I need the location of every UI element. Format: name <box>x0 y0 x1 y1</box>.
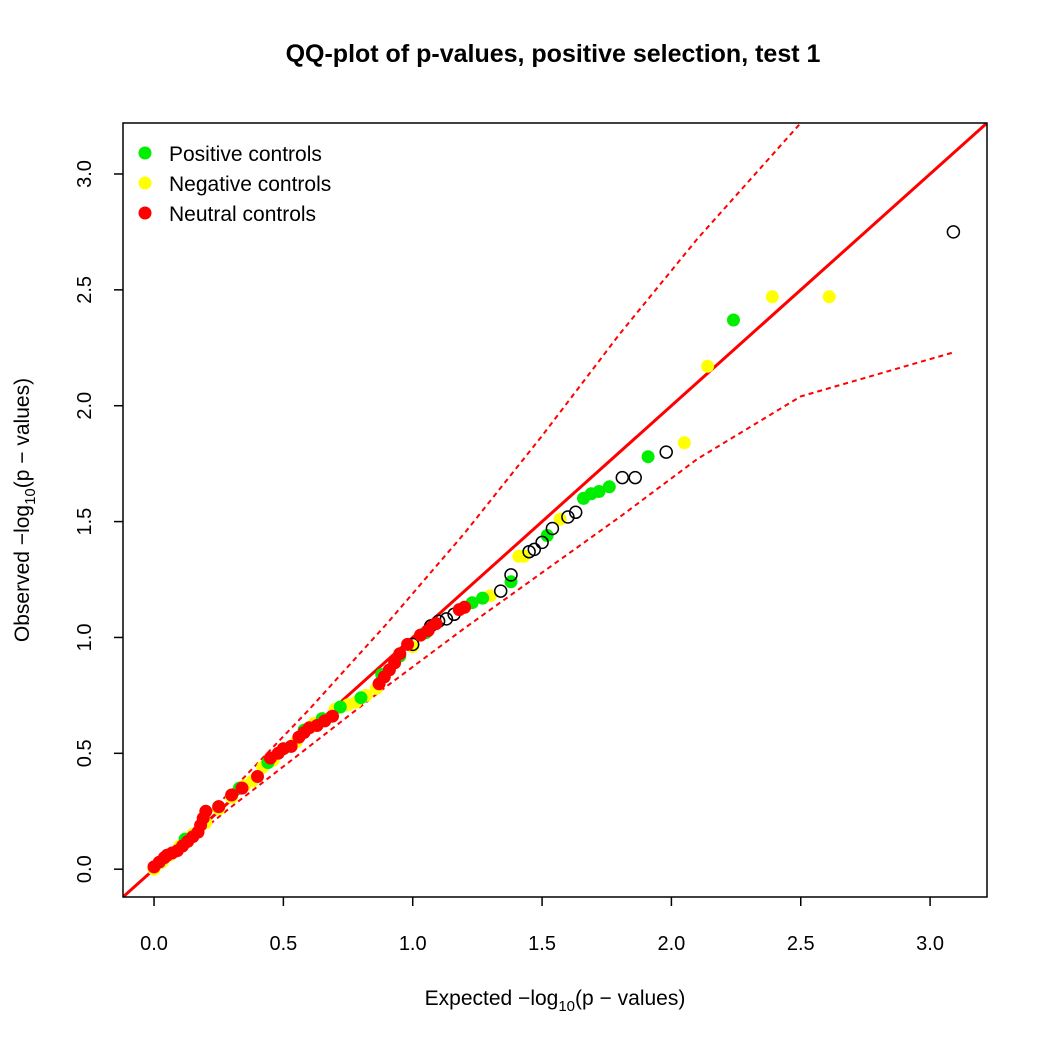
data-point-positive-controls <box>641 450 655 464</box>
data-point-neutral-controls <box>458 600 471 614</box>
data-point-neutral-controls <box>225 788 239 802</box>
y-tick-label: 2.0 <box>74 392 96 420</box>
data-point-neutral-controls <box>235 781 249 795</box>
data-point-other <box>659 445 673 459</box>
x-axis-label-subscript: 10 <box>558 998 575 1015</box>
x-axis: 0.0 0.5 1.0 1.5 2.0 2.5 3.0 <box>140 897 944 955</box>
legend-label-negative: Negative controls <box>169 173 331 196</box>
x-tick-label: 1.0 <box>399 933 427 955</box>
y-axis: 0.0 0.5 1.0 1.5 2.0 2.5 3.0 <box>74 160 123 883</box>
y-tick-label: 2.5 <box>74 276 96 304</box>
data-points <box>147 225 961 876</box>
data-point-neutral-controls <box>251 770 264 783</box>
data-point-neutral-controls <box>284 739 298 753</box>
data-point-other <box>535 535 549 550</box>
data-point-positive-controls <box>602 480 616 494</box>
confidence-band-upper <box>153 123 802 870</box>
x-tick-label: 0.0 <box>140 933 168 955</box>
data-point-positive-controls <box>727 313 740 327</box>
data-point-negative-controls <box>822 290 836 304</box>
data-point-negative-controls <box>677 436 691 450</box>
data-point-other <box>527 542 542 557</box>
data-point-other <box>493 584 508 598</box>
x-tick-label: 2.0 <box>658 933 686 955</box>
legend-marker-neutral <box>138 206 152 220</box>
series-negative-controls <box>147 290 836 876</box>
data-point-other <box>504 568 518 582</box>
data-point-neutral-controls <box>429 617 443 631</box>
chart-title: QQ-plot of p-values, positive selection,… <box>286 40 821 68</box>
x-axis-label-suffix: (p − values) <box>575 987 685 1010</box>
y-axis-label-prefix: Observed −log <box>11 505 34 642</box>
x-tick-label: 1.5 <box>528 933 556 955</box>
y-axis-label-subscript: 10 <box>22 488 39 505</box>
data-point-neutral-controls <box>199 804 213 818</box>
x-axis-label-prefix: Expected −log <box>425 987 559 1010</box>
x-axis-label: Expected −log10(p − values) <box>425 987 686 1015</box>
data-point-neutral-controls <box>326 709 339 723</box>
x-tick-label: 0.5 <box>269 933 297 955</box>
data-point-negative-controls <box>701 359 715 373</box>
legend-label-positive: Positive controls <box>169 143 322 166</box>
y-tick-label: 0.5 <box>74 739 96 767</box>
data-point-other <box>561 510 575 524</box>
x-tick-label: 2.5 <box>787 933 815 955</box>
data-point-negative-controls <box>553 512 567 526</box>
y-axis-label-suffix: (p − values) <box>11 378 34 488</box>
data-point-other <box>628 470 642 485</box>
data-point-negative-controls <box>765 290 779 304</box>
legend-label-neutral: Neutral controls <box>169 203 316 226</box>
data-point-positive-controls <box>476 591 490 605</box>
legend: Positive controls Negative controls Neut… <box>138 143 331 226</box>
data-point-other <box>615 470 630 485</box>
confidence-band-lower <box>153 351 954 870</box>
y-axis-label: Observed −log10(p − values) <box>11 378 39 642</box>
data-point-positive-controls <box>504 575 518 589</box>
y-tick-label: 1.5 <box>74 508 96 536</box>
y-tick-label: 1.0 <box>74 624 96 652</box>
legend-marker-negative <box>138 176 152 190</box>
y-tick-label: 3.0 <box>74 160 96 188</box>
data-point-neutral-controls <box>393 647 407 661</box>
series-neutral-controls <box>147 600 471 874</box>
legend-marker-positive <box>138 146 152 160</box>
data-point-neutral-controls <box>401 637 415 651</box>
data-point-other <box>545 521 560 536</box>
plot-frame <box>122 122 988 898</box>
data-point-positive-controls <box>354 691 368 705</box>
data-point-other <box>568 505 583 520</box>
data-point-neutral-controls <box>212 800 226 814</box>
data-point-other <box>946 225 961 239</box>
data-point-positive-controls <box>333 700 347 714</box>
x-tick-label: 3.0 <box>916 933 944 955</box>
y-tick-label: 0.0 <box>74 855 96 883</box>
series-positive-controls <box>178 313 740 846</box>
